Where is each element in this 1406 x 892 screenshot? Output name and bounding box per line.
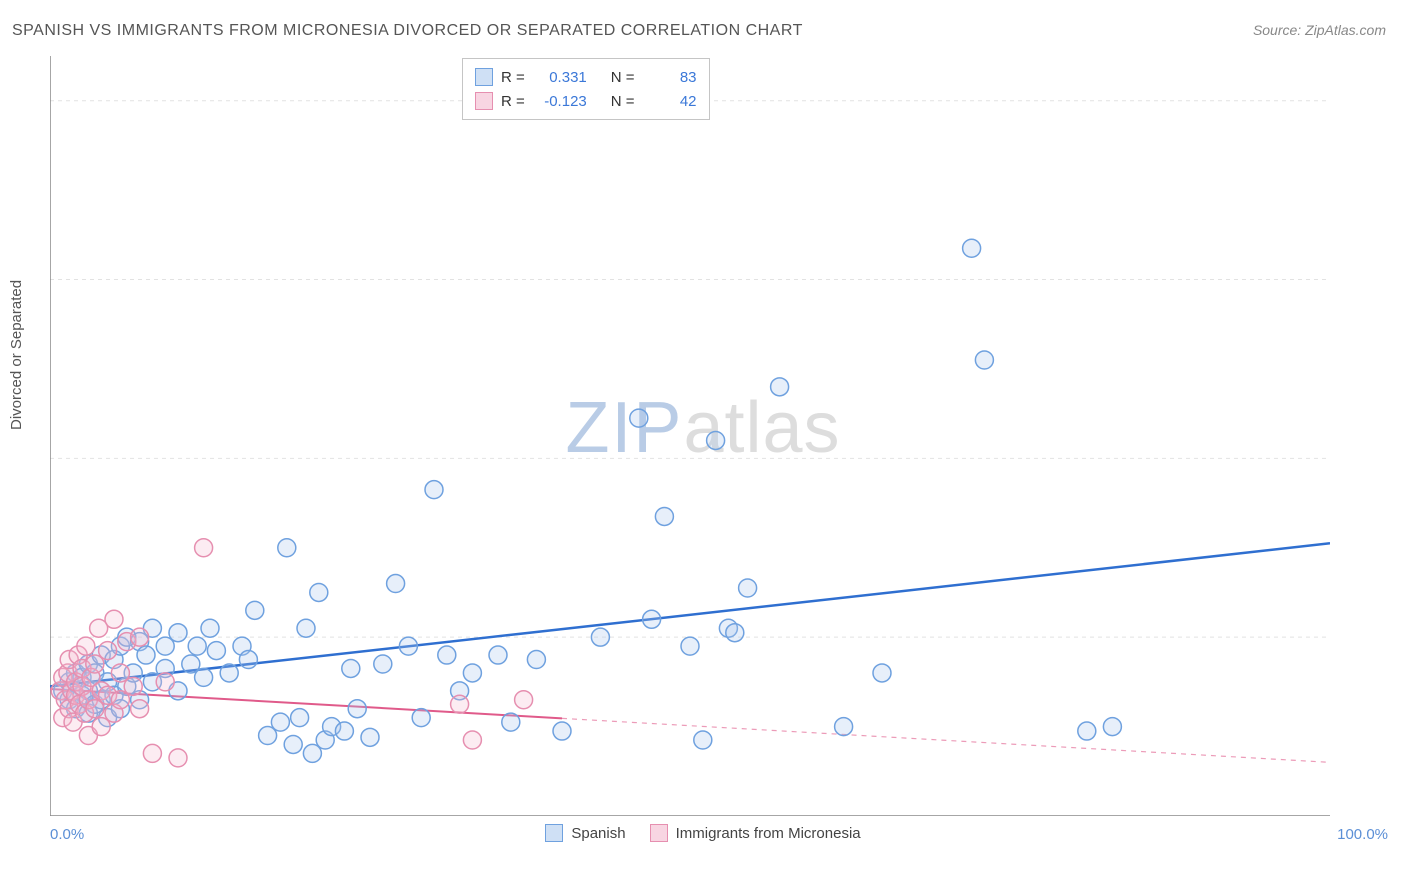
scatter-plot [50, 56, 1330, 816]
n-value-1: 42 [643, 93, 697, 110]
series-legend-item-0: Spanish [545, 824, 625, 842]
series-label-1: Immigrants from Micronesia [676, 825, 861, 842]
stats-legend-row-1: R = -0.123 N = 42 [475, 89, 697, 113]
chart-title: SPANISH VS IMMIGRANTS FROM MICRONESIA DI… [12, 22, 803, 40]
r-label-1: R = [501, 93, 525, 110]
r-value-0: 0.331 [533, 69, 587, 86]
stats-legend: R = 0.331 N = 83 R = -0.123 N = 42 [462, 58, 710, 120]
r-label-0: R = [501, 69, 525, 86]
r-value-1: -0.123 [533, 93, 587, 110]
series-legend: Spanish Immigrants from Micronesia [0, 824, 1406, 842]
legend-swatch-1 [475, 92, 493, 110]
n-label-1: N = [611, 93, 635, 110]
legend-swatch-0 [475, 68, 493, 86]
x-tick-min: 0.0% [50, 826, 84, 843]
y-axis-label: Divorced or Separated [8, 280, 25, 430]
x-tick-max: 100.0% [1337, 826, 1388, 843]
stats-legend-row-0: R = 0.331 N = 83 [475, 65, 697, 89]
series-legend-item-1: Immigrants from Micronesia [650, 824, 861, 842]
series-swatch-1 [650, 824, 668, 842]
series-label-0: Spanish [571, 825, 625, 842]
source-label: Source: ZipAtlas.com [1253, 22, 1386, 38]
n-label-0: N = [611, 69, 635, 86]
n-value-0: 83 [643, 69, 697, 86]
series-swatch-0 [545, 824, 563, 842]
